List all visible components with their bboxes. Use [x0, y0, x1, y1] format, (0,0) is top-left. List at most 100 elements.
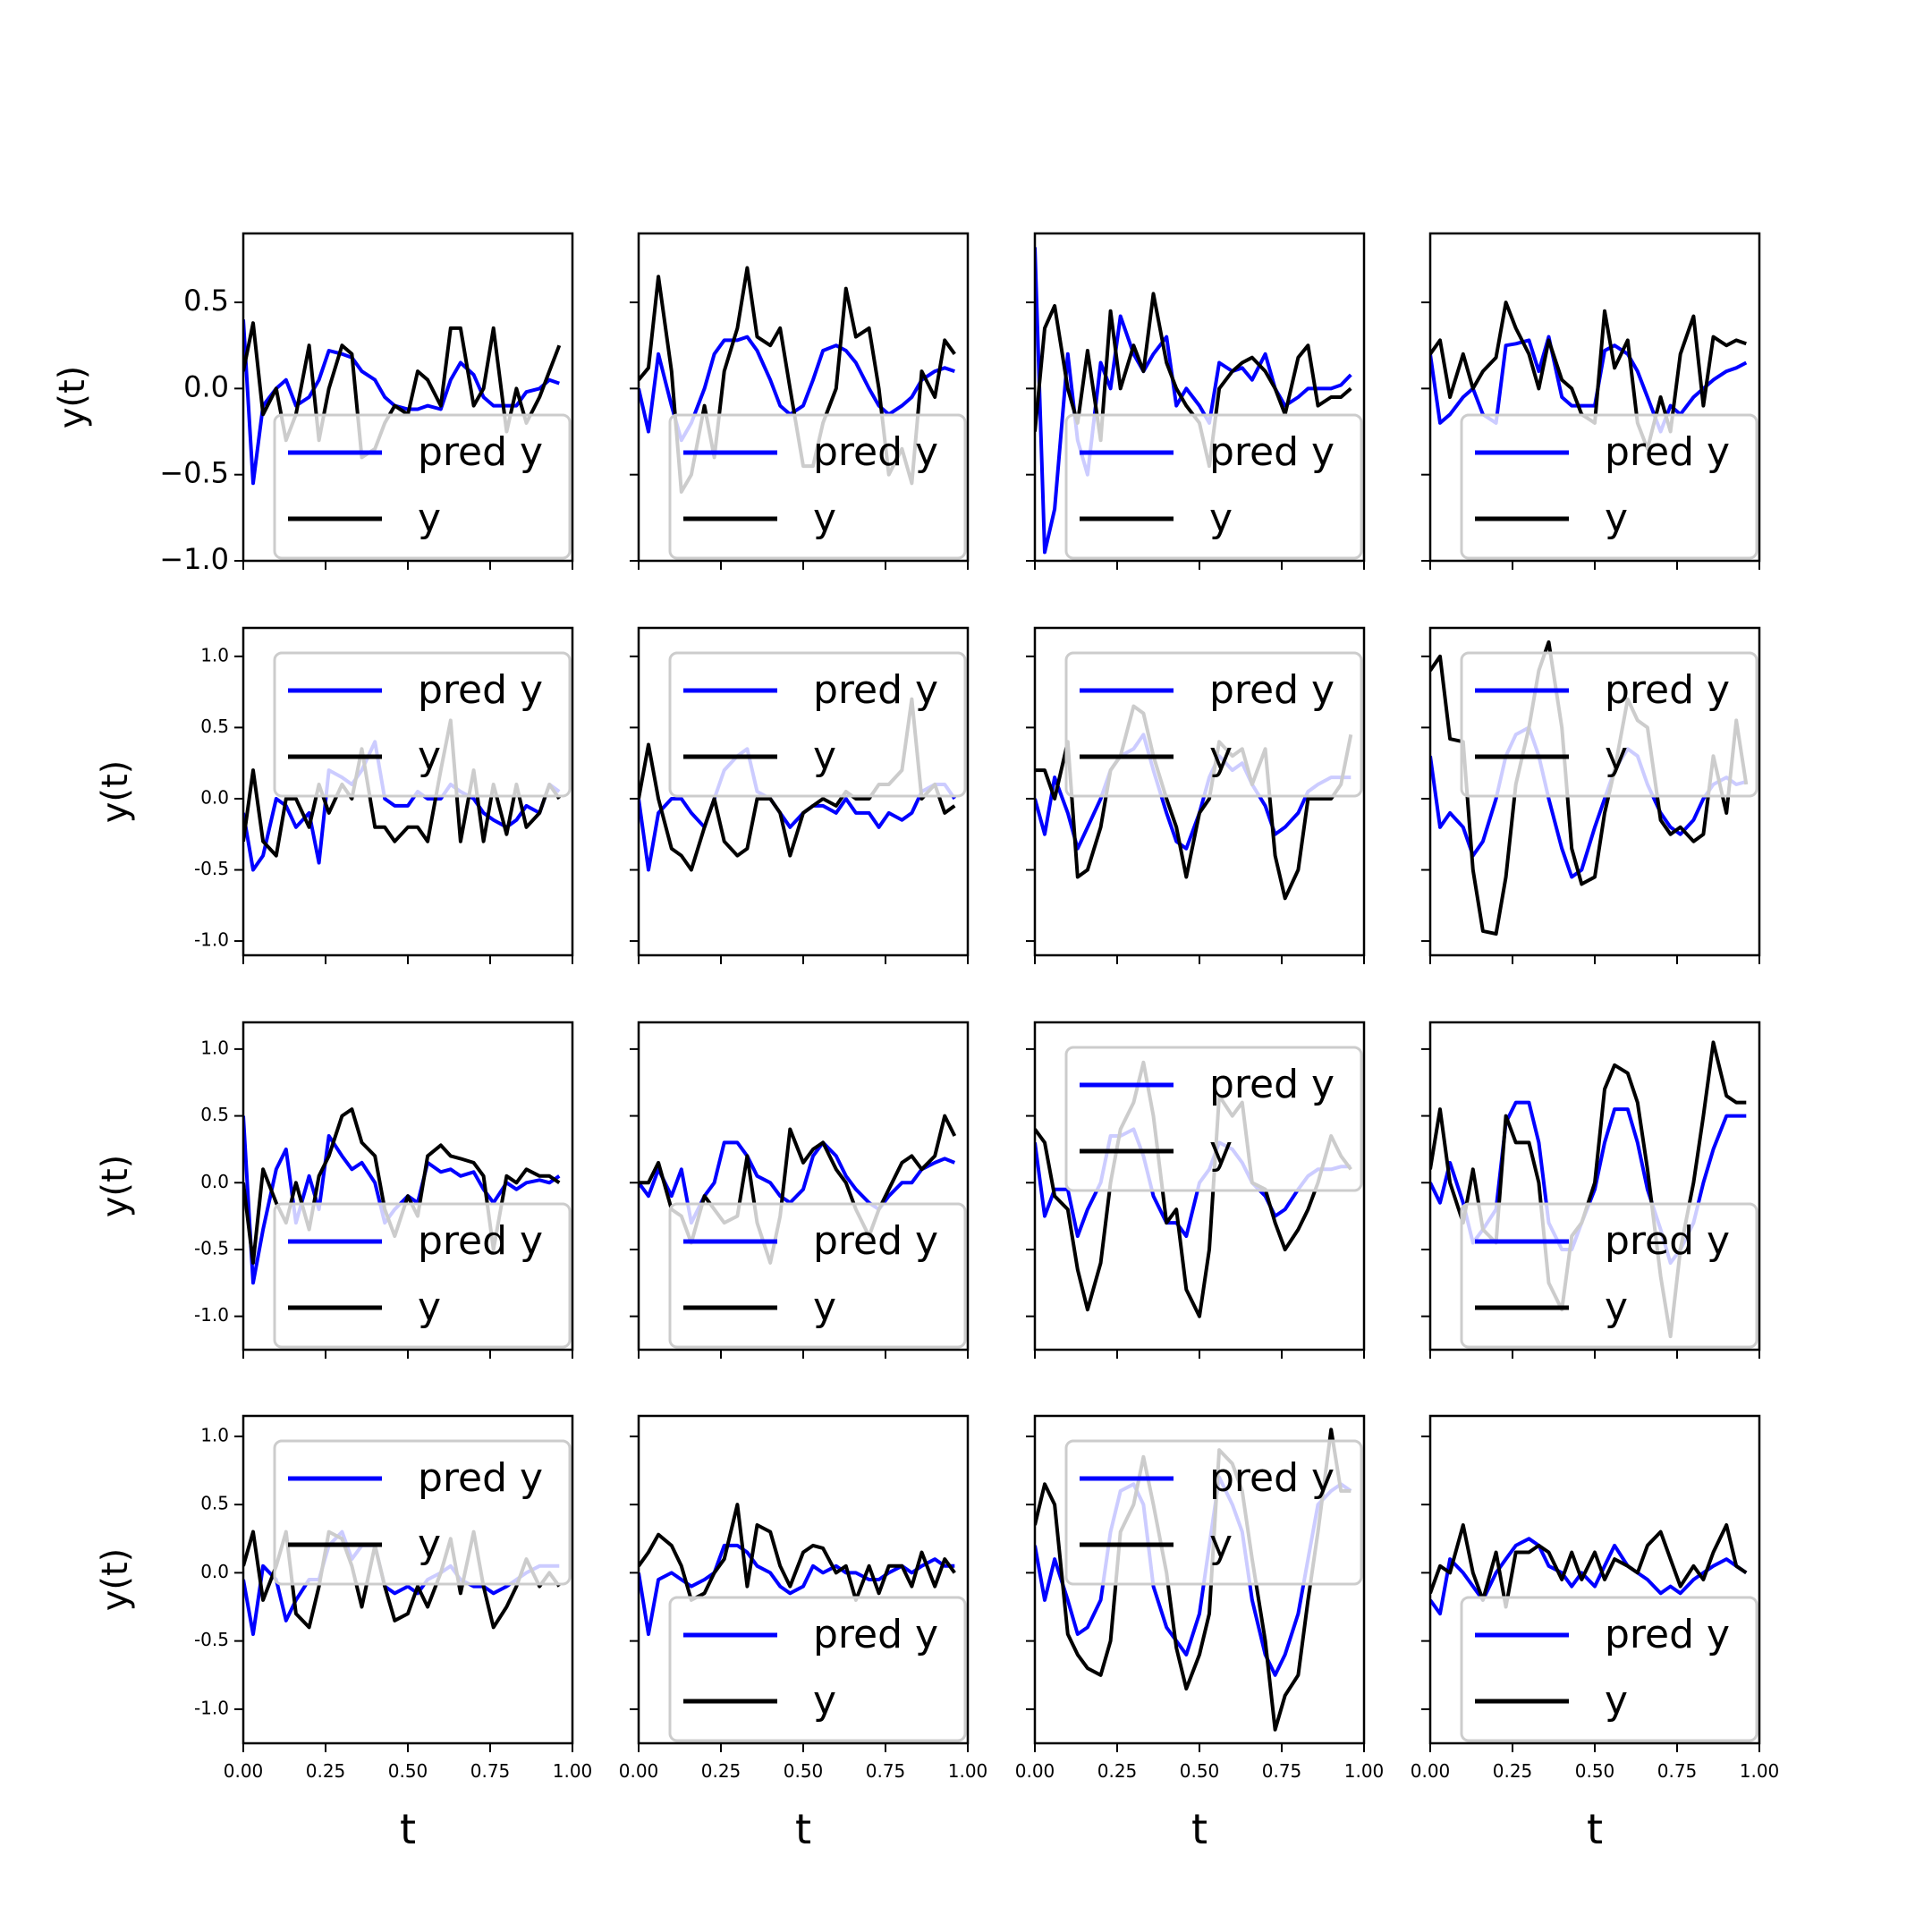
- subplot-0-3: pred y y: [1421, 232, 1761, 570]
- subplot-1-1: pred y y: [630, 626, 970, 964]
- legend: pred y y: [273, 1439, 572, 1586]
- legend-label: pred y: [1605, 1612, 1730, 1657]
- legend: pred y y: [1460, 651, 1758, 798]
- legend: pred y y: [1064, 651, 1363, 798]
- y-tick-label: 0.5: [200, 1493, 229, 1514]
- subplot-2-3: pred y y: [1421, 1021, 1761, 1359]
- x-tick-label: 1.00: [948, 1760, 988, 1782]
- x-tick-label: 1.00: [553, 1760, 593, 1782]
- legend-label: pred y: [418, 429, 543, 475]
- series-group: [243, 718, 561, 872]
- y-tick-label: -0.5: [194, 1629, 229, 1650]
- series-line-y: [1035, 1060, 1352, 1318]
- subplot-2-0: 1.0 0.5 0.0 -0.5 -1.0 y(t) pred y y: [95, 1021, 574, 1359]
- legend: pred y y: [1460, 413, 1758, 560]
- legend-label: y: [1605, 1678, 1628, 1724]
- legend: pred y y: [273, 651, 572, 798]
- legend-label: pred y: [813, 667, 938, 713]
- legend-label: y: [813, 733, 836, 779]
- y-axis-label: y(t): [95, 1548, 136, 1612]
- legend-label: y: [418, 1521, 441, 1567]
- subplot-2-1: pred y y: [630, 1021, 970, 1359]
- series-group: [1035, 1428, 1352, 1732]
- subplot-2-2: pred y y: [1026, 1021, 1366, 1359]
- x-axis-label: t: [400, 1805, 416, 1853]
- legend-label: y: [813, 1284, 836, 1330]
- y-tick-label: 0.0: [200, 786, 229, 808]
- legend-label: pred y: [418, 1218, 543, 1264]
- series-line-y: [243, 1530, 561, 1630]
- series-line-y: [639, 1503, 956, 1602]
- x-tick-label: 0.50: [784, 1760, 824, 1782]
- y-tick-label: -0.5: [194, 1237, 229, 1258]
- subplot-1-2: pred y y: [1026, 626, 1366, 964]
- y-axis-label: y(t): [95, 1155, 136, 1218]
- x-tick-label: 0.75: [1262, 1760, 1302, 1782]
- legend-label: y: [1209, 1128, 1233, 1174]
- legend: pred y y: [668, 413, 967, 560]
- series-line-pred-y: [1035, 733, 1352, 851]
- y-tick-label: -0.5: [194, 858, 229, 879]
- y-tick-label: 0.5: [183, 284, 229, 318]
- y-tick-label: 0.0: [200, 1171, 229, 1192]
- series-line-pred-y: [1035, 1475, 1352, 1677]
- legend: pred y y: [1064, 1439, 1363, 1586]
- legend: pred y y: [668, 1596, 967, 1742]
- legend-label: y: [1209, 733, 1233, 779]
- x-tick-label: 0.50: [388, 1760, 428, 1782]
- y-tick-label: 1.0: [200, 644, 229, 665]
- legend: pred y y: [1460, 1202, 1758, 1349]
- x-axis-label: t: [1587, 1805, 1603, 1853]
- y-axis-label: y(t): [52, 366, 93, 429]
- legend: pred y y: [273, 413, 572, 560]
- x-tick-label: 0.00: [1015, 1760, 1055, 1782]
- series-line-y: [243, 718, 561, 858]
- y-tick-label: 0.0: [183, 369, 229, 403]
- legend-label: pred y: [1605, 429, 1730, 475]
- subplot-3-2: 0.00 0.25 0.50 0.75 1.00 t pred y y: [1015, 1414, 1384, 1853]
- series-line-pred-y: [639, 747, 956, 872]
- x-tick-label: 0.00: [224, 1760, 264, 1782]
- legend-label: y: [1605, 496, 1628, 541]
- x-tick-label: 0.50: [1575, 1760, 1615, 1782]
- x-axis-label: t: [1191, 1805, 1208, 1853]
- y-tick-label: 0.0: [200, 1561, 229, 1582]
- y-tick-label: -1.0: [194, 1697, 229, 1718]
- legend-label: y: [418, 496, 441, 541]
- series-line-y: [1430, 1523, 1748, 1609]
- legend-label: pred y: [1209, 667, 1335, 713]
- legend-label: pred y: [1209, 1062, 1335, 1107]
- legend-label: pred y: [1209, 429, 1335, 475]
- subplot-3-3: 0.00 0.25 0.50 0.75 1.00 t pred y y: [1411, 1414, 1779, 1853]
- subplot-0-1: pred y y: [630, 232, 970, 570]
- legend: pred y y: [668, 1202, 967, 1349]
- x-tick-label: 0.25: [701, 1760, 741, 1782]
- legend: pred y y: [1064, 1046, 1363, 1192]
- x-tick-label: 0.75: [470, 1760, 511, 1782]
- y-tick-label: 0.5: [200, 716, 229, 737]
- legend-label: pred y: [1209, 1455, 1335, 1501]
- legend-label: y: [1209, 496, 1233, 541]
- x-tick-label: 0.75: [1657, 1760, 1698, 1782]
- legend: pred y y: [1460, 1596, 1758, 1742]
- subplot-0-0: 0.5 0.0 −0.5 −1.0 y(t) pred y y: [52, 232, 574, 576]
- y-tick-label: 1.0: [200, 1424, 229, 1445]
- legend-label: y: [813, 496, 836, 541]
- y-tick-label: −0.5: [159, 456, 229, 490]
- subplot-1-3: pred y y: [1421, 626, 1761, 964]
- legend-label: pred y: [418, 667, 543, 713]
- y-tick-label: 1.0: [200, 1037, 229, 1058]
- x-tick-label: 0.25: [1493, 1760, 1533, 1782]
- x-axis-label: t: [795, 1805, 811, 1853]
- series-group: [639, 1503, 956, 1636]
- series-line-pred-y: [243, 319, 560, 486]
- legend-label: y: [813, 1678, 836, 1724]
- series-line-y: [1430, 640, 1749, 936]
- legend-label: y: [418, 1284, 441, 1330]
- x-tick-label: 0.25: [1097, 1760, 1138, 1782]
- legend-label: pred y: [813, 1612, 938, 1657]
- legend: pred y y: [668, 651, 967, 798]
- legend-label: y: [1605, 733, 1628, 779]
